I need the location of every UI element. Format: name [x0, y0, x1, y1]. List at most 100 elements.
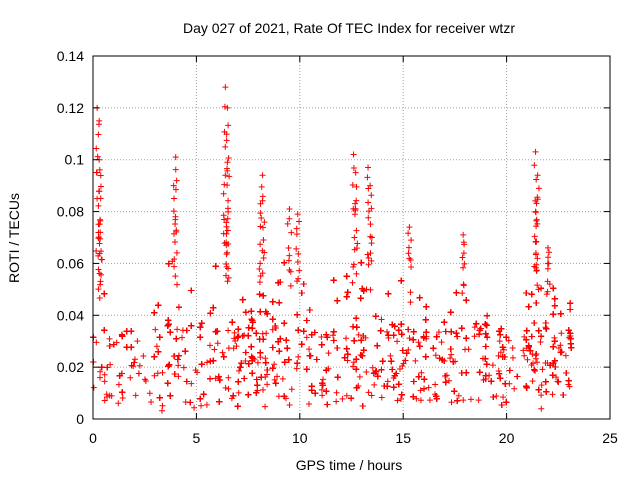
data-point	[558, 330, 565, 337]
data-point	[206, 342, 213, 349]
data-point	[127, 374, 134, 381]
data-point	[529, 360, 536, 367]
data-point	[344, 351, 351, 358]
data-points	[90, 84, 575, 414]
data-point	[245, 360, 252, 367]
data-point	[106, 335, 113, 342]
data-point	[263, 330, 270, 337]
data-point	[486, 372, 493, 379]
data-point	[426, 397, 433, 404]
data-point	[333, 389, 340, 396]
data-point	[529, 378, 536, 385]
data-point	[295, 353, 302, 360]
data-point	[378, 394, 385, 401]
data-point	[413, 395, 420, 402]
data-point	[303, 334, 310, 341]
data-point	[318, 386, 325, 393]
data-point	[175, 373, 182, 380]
data-point	[365, 389, 372, 396]
data-point	[237, 364, 244, 371]
data-point	[264, 381, 271, 388]
data-point	[179, 334, 186, 341]
data-point	[363, 368, 370, 375]
data-point	[194, 369, 201, 376]
data-point	[355, 331, 362, 338]
data-point	[387, 352, 394, 359]
grid-lines	[93, 56, 610, 419]
data-point	[555, 344, 562, 351]
data-point	[131, 356, 138, 363]
data-point	[274, 373, 281, 380]
data-point	[471, 333, 478, 340]
data-point	[418, 369, 425, 376]
data-point	[275, 393, 282, 400]
data-point	[288, 386, 295, 393]
data-point	[148, 399, 155, 406]
data-point	[333, 398, 340, 405]
data-point	[204, 359, 211, 366]
data-point	[242, 358, 249, 365]
data-point	[538, 392, 545, 399]
data-point	[349, 363, 356, 370]
data-point	[493, 393, 500, 400]
data-point	[406, 335, 413, 342]
data-point	[447, 355, 454, 362]
data-point	[232, 338, 239, 345]
data-point	[259, 330, 266, 337]
data-point	[532, 367, 539, 374]
data-point	[557, 342, 564, 349]
data-point	[132, 392, 139, 399]
data-point	[153, 343, 160, 350]
data-point	[293, 365, 300, 372]
data-point	[115, 381, 122, 388]
data-point	[549, 391, 556, 398]
data-point	[410, 393, 417, 400]
data-point	[203, 401, 210, 408]
data-point	[471, 324, 478, 331]
data-point	[460, 397, 467, 404]
data-point	[119, 395, 126, 402]
data-point	[108, 392, 115, 399]
data-point	[231, 335, 238, 342]
data-point	[254, 359, 261, 366]
data-point	[343, 335, 350, 342]
data-point	[524, 356, 531, 363]
data-point	[412, 357, 419, 364]
data-point	[539, 366, 546, 373]
data-point	[271, 376, 278, 383]
data-point	[455, 392, 462, 399]
data-point	[142, 378, 149, 385]
data-point	[538, 405, 545, 412]
data-point	[509, 344, 516, 351]
data-point	[93, 339, 100, 346]
data-point	[438, 339, 445, 346]
data-point	[318, 333, 325, 340]
data-point	[520, 347, 527, 354]
data-point	[140, 352, 147, 359]
data-point	[188, 380, 195, 387]
data-point	[399, 363, 406, 370]
data-point	[225, 374, 232, 381]
data-point	[538, 382, 545, 389]
data-point	[562, 352, 569, 359]
data-point	[369, 364, 376, 371]
data-point	[446, 377, 453, 384]
data-point	[236, 367, 243, 374]
data-point	[262, 403, 269, 410]
data-point	[260, 386, 267, 393]
data-point	[219, 349, 226, 356]
data-point	[496, 338, 503, 345]
data-point	[286, 401, 293, 408]
data-point	[405, 346, 412, 353]
data-point	[225, 385, 232, 392]
data-point	[521, 352, 528, 359]
data-point	[397, 396, 404, 403]
data-point	[103, 391, 110, 398]
data-point	[330, 332, 337, 339]
data-point	[107, 361, 114, 368]
data-point	[151, 372, 158, 379]
data-point	[97, 368, 104, 375]
data-point	[271, 361, 278, 368]
data-point	[154, 370, 161, 377]
